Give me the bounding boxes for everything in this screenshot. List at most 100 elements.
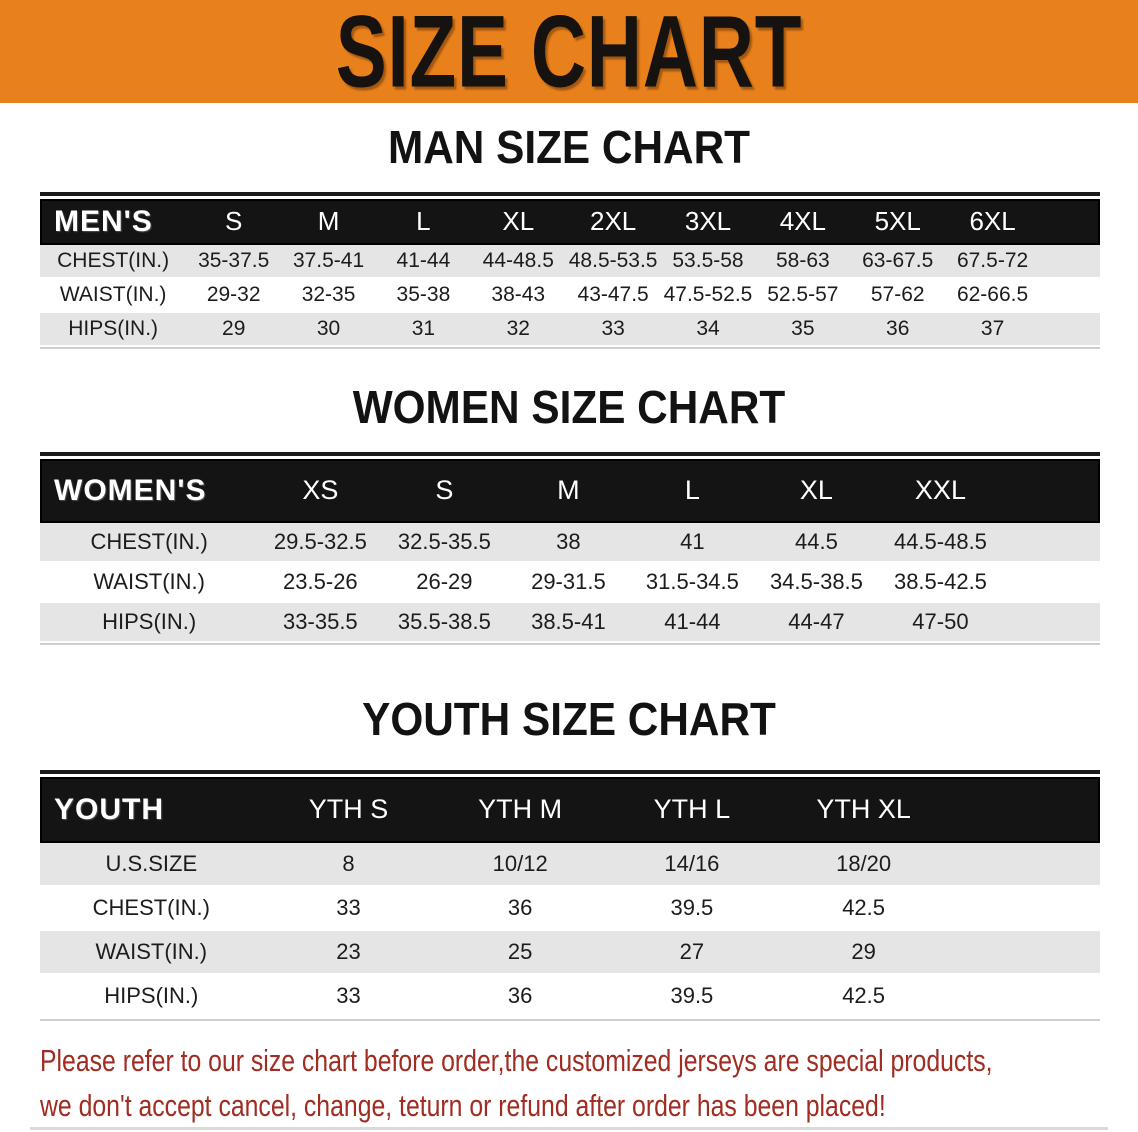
- table-cell: 29-32: [206, 282, 261, 306]
- table-cell: 53.5-58: [672, 248, 744, 272]
- youth-ussize-row: U.S.SIZE 8 10/12 14/16 18/20: [40, 842, 1100, 887]
- table-cell: 57-62: [870, 282, 925, 306]
- men-size-col-m: M: [317, 206, 340, 237]
- women-size-col-l: L: [684, 475, 700, 506]
- table-cell: 36: [507, 982, 533, 1008]
- men-size-col-3xl: 3XL: [684, 206, 732, 237]
- women-waist-row: WAIST(IN.) 23.5-26 26-29 29-31.5 31.5-34…: [40, 563, 1100, 603]
- table-cell: 67.5-72: [956, 248, 1029, 272]
- order-policy-line-1: Please refer to our size chart before or…: [40, 1042, 993, 1078]
- table-cell: 14/16: [664, 850, 720, 876]
- youth-size-table: YOUTH YTH S YTH M YTH L YTH XL U.S.SIZE …: [40, 769, 1100, 1021]
- table-cell: 38: [556, 528, 581, 554]
- youth-corner-label: YOUTH: [54, 792, 164, 826]
- table-cell: 37.5-41: [292, 248, 365, 272]
- youth-size-col-s: YTH S: [308, 794, 389, 825]
- table-cell: 44.5: [795, 528, 838, 554]
- men-waist-row: WAIST(IN.) 29-32 32-35 35-38 38-43 43-47…: [40, 279, 1100, 313]
- women-hips-row: HIPS(IN.) 33-35.5 35.5-38.5 38.5-41 41-4…: [40, 602, 1100, 643]
- table-cell: 31.5-34.5: [645, 568, 739, 594]
- table-cell: 23: [336, 938, 361, 964]
- table-cell: 10/12: [492, 850, 548, 876]
- men-size-table: MEN'S S M L XL 2XL 3XL 4XL 5XL 6XL CHEST…: [40, 191, 1100, 349]
- order-policy-line-2: we don't accept cancel, change, teturn o…: [40, 1087, 886, 1123]
- table-cell: 27: [679, 938, 705, 964]
- women-size-col-xxl: XXL: [914, 475, 966, 506]
- order-policy-note: Please refer to our size chart before or…: [40, 1039, 1138, 1129]
- row-label: WAIST(IN.): [93, 568, 205, 594]
- women-corner-label: WOMEN'S: [54, 473, 207, 507]
- men-corner-label: MEN'S: [54, 204, 153, 238]
- banner-title: SIZE CHART: [335, 0, 803, 109]
- table-cell: 38.5-41: [531, 608, 606, 634]
- row-label: CHEST(IN.): [57, 248, 170, 272]
- youth-section-title: YOUTH SIZE CHART: [362, 692, 776, 745]
- women-chest-row: CHEST(IN.) 29.5-32.5 32.5-35.5 38 41 44.…: [40, 522, 1100, 563]
- table-cell: 52.5-57: [767, 282, 839, 306]
- table-cell: 44-48.5: [482, 248, 554, 272]
- table-cell: 48.5-53.5: [568, 248, 658, 272]
- men-size-col-2xl: 2XL: [590, 206, 637, 237]
- women-size-col-xs: XS: [302, 475, 339, 506]
- youth-table-header: YOUTH YTH S YTH M YTH L YTH XL: [40, 776, 1100, 843]
- table-cell: 43-47.5: [577, 282, 649, 306]
- table-cell: 29-31.5: [531, 568, 606, 594]
- women-size-col-m: M: [557, 475, 580, 506]
- table-cell: 23.5-26: [283, 568, 358, 594]
- table-cell: 31: [411, 316, 436, 340]
- men-table-header: MEN'S S M L XL 2XL 3XL 4XL 5XL 6XL: [40, 198, 1100, 245]
- table-cell: 29: [222, 316, 246, 340]
- table-cell: 41-44: [664, 608, 721, 634]
- table-cell: 44.5-48.5: [893, 528, 987, 554]
- banner: SIZE CHART: [0, 0, 1138, 103]
- men-hips-row: HIPS(IN.) 29 30 31 32 33 34 35 36 37: [40, 312, 1100, 347]
- men-size-col-4xl: 4XL: [779, 206, 826, 237]
- row-label: U.S.SIZE: [105, 850, 198, 876]
- youth-size-col-l: YTH L: [653, 794, 731, 825]
- table-cell: 34: [696, 316, 720, 340]
- table-cell: 42.5: [842, 894, 886, 920]
- youth-hips-row: HIPS(IN.) 33 36 39.5 42.5: [40, 975, 1100, 1019]
- table-cell: 18/20: [836, 850, 892, 876]
- row-label: CHEST(IN.): [92, 894, 210, 920]
- table-cell: 32-35: [301, 282, 356, 306]
- table-cell: 30: [316, 316, 341, 340]
- table-cell: 34.5-38.5: [769, 568, 863, 594]
- table-cell: 47-50: [912, 608, 969, 634]
- table-cell: 36: [507, 894, 533, 920]
- youth-size-col-m: YTH M: [478, 794, 563, 825]
- table-cell: 42.5: [842, 982, 886, 1008]
- table-cell: 35-37.5: [198, 248, 270, 272]
- table-cell: 47.5-52.5: [663, 282, 753, 306]
- row-label: HIPS(IN.): [104, 982, 199, 1008]
- women-section-title: WOMEN SIZE CHART: [352, 380, 786, 433]
- men-size-col-s: S: [225, 206, 243, 237]
- table-cell: 38-43: [491, 282, 546, 306]
- bottom-divider: [30, 1127, 1108, 1130]
- table-cell: 32.5-35.5: [397, 528, 491, 554]
- row-label: HIPS(IN.): [68, 316, 159, 340]
- table-cell: 25: [507, 938, 533, 964]
- table-cell: 26-29: [416, 568, 473, 594]
- women-size-col-xl: XL: [799, 475, 833, 506]
- table-cell: 35-38: [396, 282, 451, 306]
- women-size-table: WOMEN'S XS S M L XL XXL CHEST(IN.) 29.5-…: [40, 451, 1100, 645]
- women-size-col-s: S: [435, 475, 454, 506]
- youth-chest-row: CHEST(IN.) 33 36 39.5 42.5: [40, 887, 1100, 931]
- men-chest-row: CHEST(IN.) 35-37.5 37.5-41 41-44 44-48.5…: [40, 244, 1100, 279]
- table-cell: 58-63: [775, 248, 830, 272]
- table-cell: 8: [342, 850, 355, 876]
- table-cell: 33: [336, 894, 361, 920]
- table-cell: 37: [980, 316, 1005, 340]
- row-label: WAIST(IN.): [95, 938, 208, 964]
- table-cell: 33: [601, 316, 625, 340]
- row-label: CHEST(IN.): [90, 528, 208, 554]
- men-size-col-5xl: 5XL: [874, 206, 921, 237]
- table-cell: 41: [680, 528, 705, 554]
- men-size-col-6xl: 6XL: [969, 206, 1016, 237]
- table-cell: 39.5: [670, 894, 714, 920]
- table-cell: 29: [851, 938, 876, 964]
- table-cell: 38.5-42.5: [893, 568, 987, 594]
- youth-waist-row: WAIST(IN.) 23 25 27 29: [40, 930, 1100, 975]
- table-cell: 44-47: [788, 608, 845, 634]
